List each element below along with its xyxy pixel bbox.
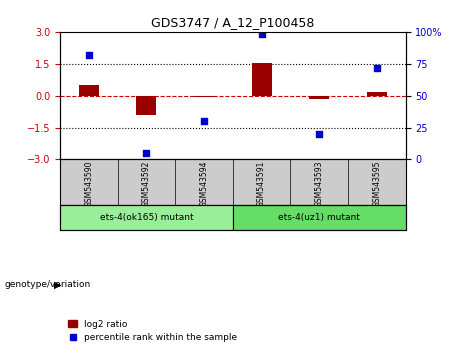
Text: GSM543592: GSM543592: [142, 161, 151, 207]
Text: ets-4(uz1) mutant: ets-4(uz1) mutant: [278, 213, 360, 222]
Text: genotype/variation: genotype/variation: [5, 280, 91, 290]
Point: [200, 118, 207, 124]
Text: GSM543594: GSM543594: [200, 161, 208, 207]
Point: [373, 65, 381, 70]
Point: [315, 131, 323, 137]
Bar: [79, 85, 99, 96]
Bar: [309, 96, 329, 99]
Text: ▶: ▶: [53, 280, 61, 290]
Point: [142, 150, 150, 156]
Text: GSM543593: GSM543593: [315, 161, 324, 207]
Text: GSM543591: GSM543591: [257, 161, 266, 207]
Text: GSM543590: GSM543590: [84, 161, 93, 207]
Text: GSM543595: GSM543595: [372, 161, 381, 207]
Bar: [136, 96, 156, 115]
Bar: [252, 63, 272, 96]
Legend: log2 ratio, percentile rank within the sample: log2 ratio, percentile rank within the s…: [65, 316, 241, 346]
Bar: [194, 96, 214, 97]
FancyBboxPatch shape: [60, 205, 233, 230]
Text: ets-4(ok165) mutant: ets-4(ok165) mutant: [100, 213, 193, 222]
Point: [85, 52, 92, 58]
Title: GDS3747 / A_12_P100458: GDS3747 / A_12_P100458: [151, 16, 314, 29]
FancyBboxPatch shape: [233, 205, 406, 230]
Bar: [367, 92, 387, 96]
Point: [258, 32, 266, 37]
